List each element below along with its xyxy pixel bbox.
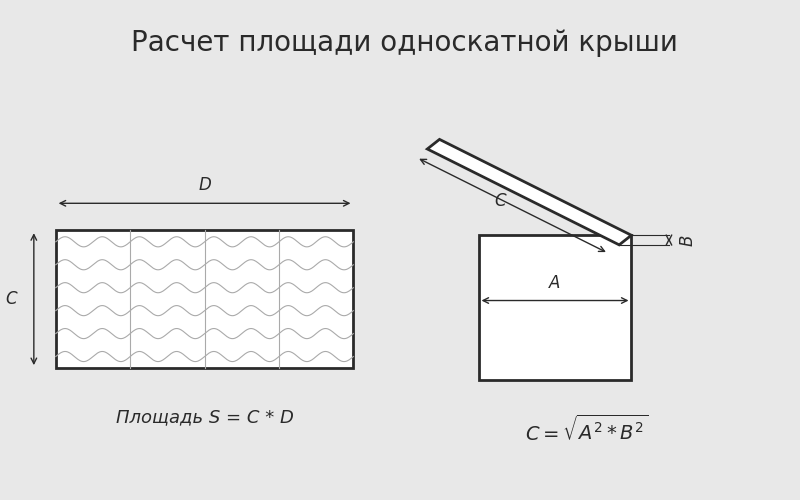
Text: $C = \sqrt{A^2 * B^2}$: $C = \sqrt{A^2 * B^2}$	[525, 414, 648, 444]
Bar	[56, 230, 354, 368]
Text: D: D	[198, 176, 211, 194]
Text: C: C	[494, 192, 506, 210]
Text: Расчет площади односкатной крыши: Расчет площади односкатной крыши	[131, 30, 678, 58]
Text: A: A	[550, 274, 561, 291]
Text: Площадь S = C * D: Площадь S = C * D	[116, 408, 294, 426]
Polygon shape	[427, 140, 631, 245]
Text: B: B	[678, 234, 696, 246]
Bar	[478, 235, 631, 380]
Text: C: C	[5, 290, 17, 308]
